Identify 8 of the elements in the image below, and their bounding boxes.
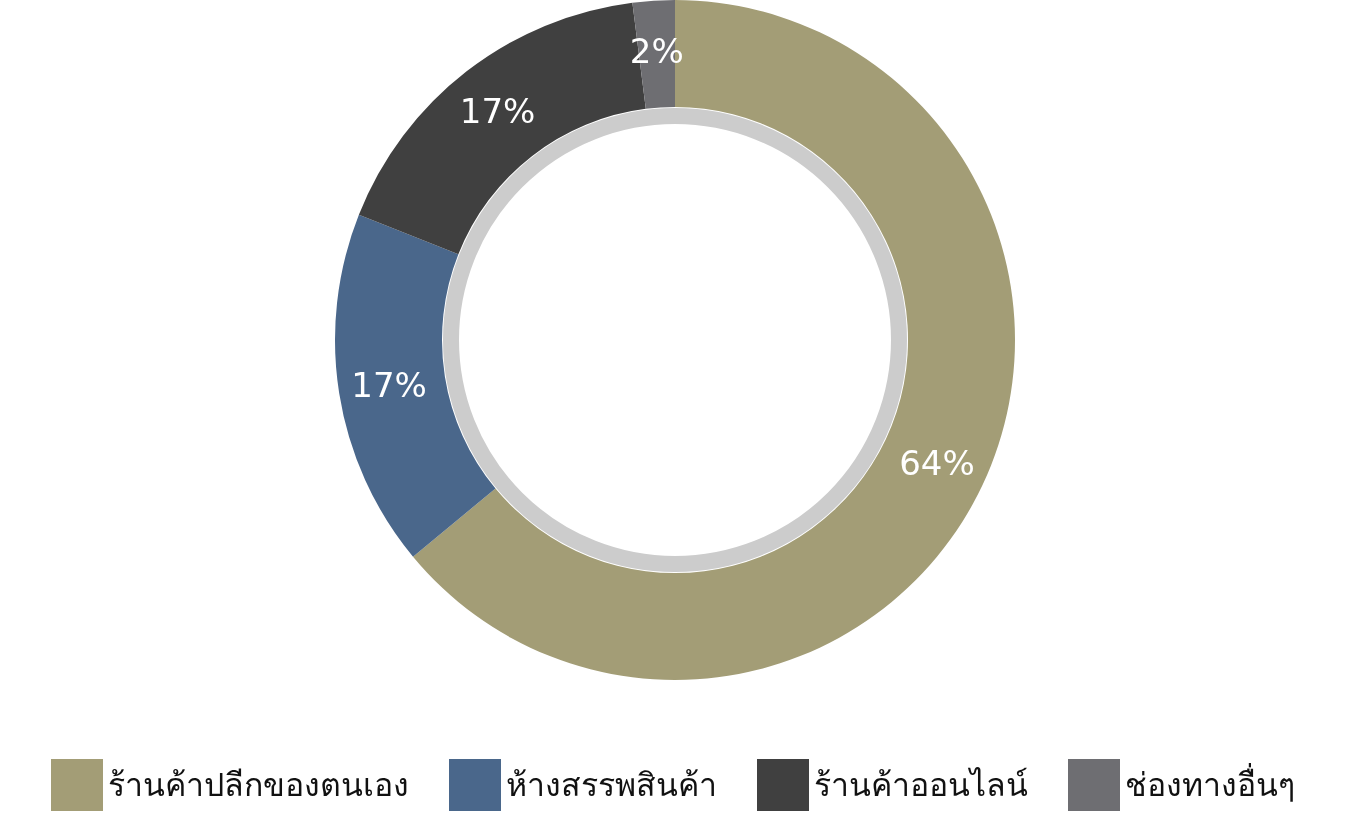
data-label: 64%: [899, 443, 975, 484]
data-label: 17%: [351, 365, 427, 406]
data-label: 17%: [459, 91, 536, 132]
legend-label: ร้านค้าออนไลน์: [814, 766, 1028, 804]
legend-label: ช่องทางอื่นๆ: [1125, 763, 1295, 804]
legend-label: ร้านค้าปลีกของตนเอง: [108, 766, 409, 804]
data-label: 2%: [629, 31, 684, 72]
legend-label: ห้างสรรพสินค้า: [506, 766, 717, 804]
